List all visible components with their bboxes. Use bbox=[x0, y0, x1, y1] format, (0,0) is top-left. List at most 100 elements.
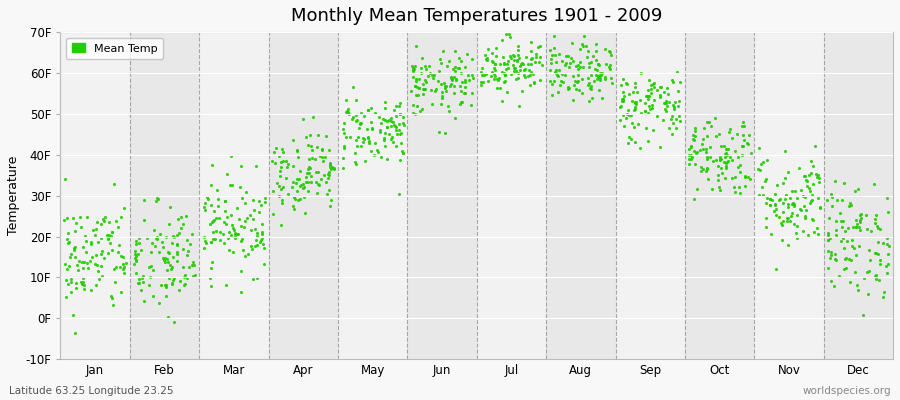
Point bbox=[638, 108, 652, 114]
Point bbox=[508, 68, 523, 74]
Point bbox=[131, 251, 146, 257]
Point bbox=[309, 169, 323, 175]
Point bbox=[657, 100, 671, 106]
Point bbox=[129, 253, 143, 259]
Point bbox=[776, 179, 790, 186]
Point bbox=[543, 67, 557, 74]
Point bbox=[780, 204, 795, 210]
Point bbox=[406, 65, 420, 72]
Point bbox=[76, 275, 91, 282]
Point bbox=[434, 81, 448, 87]
Point bbox=[870, 251, 885, 257]
Point bbox=[244, 242, 258, 249]
Point bbox=[155, 238, 169, 245]
Point bbox=[620, 80, 634, 87]
Point bbox=[310, 169, 325, 176]
Point bbox=[641, 92, 655, 99]
Point bbox=[844, 202, 859, 208]
Point bbox=[498, 70, 512, 76]
Point bbox=[481, 78, 495, 84]
Point bbox=[86, 254, 100, 261]
Point bbox=[614, 103, 628, 110]
Point bbox=[559, 60, 573, 66]
Point bbox=[137, 216, 151, 223]
Point bbox=[436, 48, 450, 54]
Point bbox=[663, 116, 678, 122]
Point bbox=[103, 219, 117, 225]
Point bbox=[558, 72, 572, 78]
Point bbox=[63, 254, 77, 260]
Point bbox=[177, 281, 192, 288]
Point bbox=[144, 240, 158, 246]
Point bbox=[710, 172, 724, 178]
Point bbox=[602, 48, 616, 54]
Point bbox=[620, 107, 634, 114]
Point bbox=[321, 172, 336, 178]
Point bbox=[595, 95, 609, 101]
Point bbox=[629, 88, 643, 95]
Point bbox=[561, 52, 575, 59]
Point bbox=[604, 75, 618, 82]
Point bbox=[134, 287, 148, 293]
Point bbox=[221, 247, 236, 254]
Point bbox=[85, 287, 99, 293]
Point bbox=[659, 98, 673, 104]
Point bbox=[272, 153, 286, 159]
Point bbox=[444, 81, 458, 87]
Point bbox=[353, 120, 367, 127]
Bar bbox=[60, 32, 130, 359]
Point bbox=[258, 199, 273, 205]
Point bbox=[453, 83, 467, 89]
Point bbox=[481, 46, 495, 52]
Point bbox=[837, 266, 851, 272]
Point bbox=[464, 56, 479, 62]
Point bbox=[494, 37, 508, 43]
Point bbox=[291, 197, 305, 203]
Point bbox=[435, 93, 449, 100]
Point bbox=[501, 57, 516, 64]
Point bbox=[670, 102, 685, 109]
Point bbox=[382, 117, 397, 124]
Point bbox=[876, 240, 890, 246]
Point bbox=[643, 103, 657, 110]
Point bbox=[390, 131, 404, 138]
Point bbox=[798, 213, 813, 219]
Point bbox=[156, 244, 170, 250]
Point bbox=[356, 134, 371, 141]
Point bbox=[789, 234, 804, 241]
Point bbox=[305, 155, 320, 162]
Point bbox=[625, 120, 639, 127]
Point bbox=[365, 126, 380, 132]
Point bbox=[445, 74, 459, 81]
Point bbox=[165, 280, 179, 286]
Point bbox=[322, 161, 337, 167]
Point bbox=[734, 143, 749, 149]
Point bbox=[247, 216, 261, 222]
Point bbox=[593, 75, 608, 81]
Point bbox=[243, 212, 257, 218]
Point bbox=[644, 82, 659, 89]
Point bbox=[255, 221, 269, 228]
Point bbox=[248, 226, 262, 232]
Point bbox=[669, 124, 683, 131]
Point bbox=[520, 73, 535, 79]
Point bbox=[416, 91, 430, 98]
Point bbox=[414, 70, 428, 76]
Point bbox=[622, 134, 636, 140]
Point bbox=[205, 236, 220, 243]
Point bbox=[478, 52, 492, 58]
Point bbox=[440, 63, 454, 69]
Point bbox=[158, 293, 173, 299]
Point bbox=[645, 80, 660, 87]
Point bbox=[89, 282, 104, 288]
Point bbox=[393, 130, 408, 137]
Point bbox=[197, 204, 211, 211]
Point bbox=[739, 140, 753, 146]
Point bbox=[503, 54, 517, 61]
Point bbox=[838, 256, 852, 262]
Point bbox=[411, 92, 426, 99]
Point bbox=[555, 71, 570, 77]
Point bbox=[380, 156, 394, 162]
Point bbox=[105, 295, 120, 301]
Point bbox=[667, 106, 681, 112]
